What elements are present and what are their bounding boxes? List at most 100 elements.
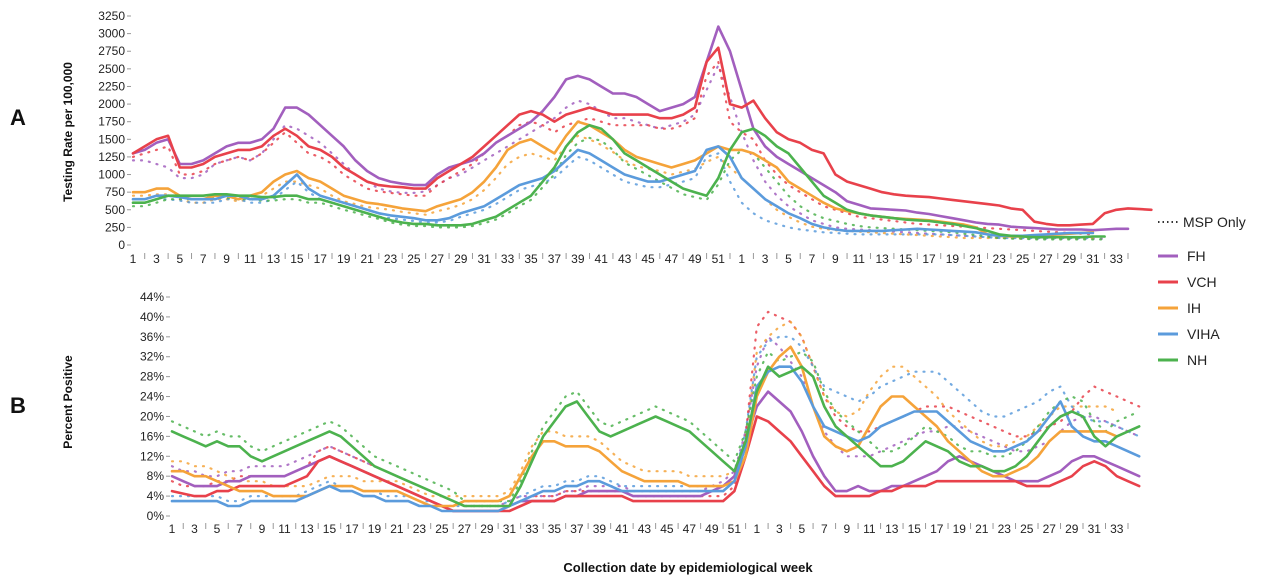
y-tick-label: 28% — [140, 370, 164, 384]
x-tick-label: 19 — [368, 522, 382, 536]
y-tick-label: 8% — [147, 469, 165, 483]
x-tick-label: 21 — [360, 252, 374, 266]
x-tick-label: 25 — [407, 252, 421, 266]
x-tick-label: 47 — [665, 252, 679, 266]
legend-label-nh: NH — [1187, 352, 1207, 368]
x-tick-label: 1 — [754, 522, 761, 536]
series-line-viha-solid — [170, 365, 1141, 513]
y-tick-label: 3250 — [98, 9, 125, 23]
y-tick-label: 2750 — [98, 44, 125, 58]
x-tick-label: 5 — [214, 522, 221, 536]
x-tick-label: 7 — [809, 252, 816, 266]
y-tick-label: 12% — [140, 449, 164, 463]
series-line-vch-solid — [170, 415, 1141, 513]
x-tick-label: 11 — [244, 252, 257, 266]
x-tick-label: 15 — [323, 522, 337, 536]
y-tick-label: 250 — [105, 220, 125, 234]
x-tick-label: 7 — [821, 522, 828, 536]
x-axis-label: Collection date by epidemiological week — [563, 560, 813, 575]
panel-label-b: B — [10, 393, 26, 418]
x-tick-label: 51 — [728, 522, 742, 536]
x-tick-label: 29 — [1063, 252, 1077, 266]
series-line-ih-dotted — [170, 320, 1118, 498]
legend-label-viha: VIHA — [1187, 326, 1220, 342]
x-tick-label: 5 — [798, 522, 805, 536]
legend-label-vch: VCH — [1187, 274, 1217, 290]
x-tick-label: 25 — [435, 522, 449, 536]
y-tick-label: 0% — [147, 509, 165, 523]
series-line-fh-solid — [131, 25, 1130, 232]
x-tick-label: 1 — [169, 522, 176, 536]
x-tick-label: 31 — [1086, 252, 1100, 266]
x-tick-label: 33 — [1110, 252, 1124, 266]
x-tick-label: 7 — [236, 522, 243, 536]
x-tick-label: 11 — [278, 522, 291, 536]
x-tick-label: 23 — [993, 252, 1007, 266]
x-tick-label: 51 — [712, 252, 726, 266]
x-tick-label: 15 — [290, 252, 304, 266]
y-tick-label: 40% — [140, 310, 164, 324]
x-tick-label: 27 — [458, 522, 472, 536]
x-tick-label: 35 — [524, 252, 538, 266]
x-tick-label: 17 — [314, 252, 328, 266]
x-tick-label: 3 — [191, 522, 198, 536]
x-tick-label: 3 — [776, 522, 783, 536]
x-tick-label: 23 — [998, 522, 1012, 536]
x-tick-label: 23 — [413, 522, 427, 536]
x-tick-label: 9 — [843, 522, 850, 536]
x-tick-label: 29 — [1065, 522, 1079, 536]
x-tick-label: 47 — [683, 522, 697, 536]
y-tick-label: 2250 — [98, 79, 125, 93]
x-tick-label: 49 — [688, 252, 702, 266]
y-tick-label: 0 — [118, 238, 125, 252]
y-tick-label: 750 — [105, 185, 125, 199]
x-tick-label: 15 — [899, 252, 913, 266]
series-line-nh-solid — [170, 365, 1141, 508]
x-tick-label: 21 — [390, 522, 404, 536]
x-tick-label: 9 — [832, 252, 839, 266]
y-tick-label: 16% — [140, 429, 164, 443]
x-tick-label: 45 — [660, 522, 674, 536]
x-tick-label: 31 — [477, 252, 491, 266]
y-axis-label-b: Percent Positive — [61, 355, 75, 449]
x-tick-label: 43 — [638, 522, 652, 536]
y-tick-label: 1500 — [98, 132, 125, 146]
x-tick-label: 3 — [762, 252, 769, 266]
x-tick-label: 13 — [885, 522, 899, 536]
x-tick-label: 13 — [267, 252, 281, 266]
x-tick-label: 5 — [176, 252, 183, 266]
series-line-ih-dotted — [131, 134, 1095, 240]
x-tick-label: 27 — [431, 252, 445, 266]
x-tick-label: 29 — [480, 522, 494, 536]
x-tick-label: 3 — [153, 252, 160, 266]
y-tick-label: 20% — [140, 409, 164, 423]
x-tick-label: 27 — [1039, 252, 1053, 266]
x-tick-label: 17 — [922, 252, 936, 266]
panel-a-testing-rate-chart: Testing Rate per 100,000 0 250 500 750 1000 1… — [61, 9, 1153, 266]
x-tick-label: 25 — [1020, 522, 1034, 536]
y-tick-label: 1250 — [98, 150, 125, 164]
x-tick-label: 1 — [130, 252, 137, 266]
y-tick-label: 3000 — [98, 27, 125, 41]
panel-b-percent-positive-chart: Percent Positive 0%4%8%12%16%20%24%28%32… — [61, 290, 1141, 536]
y-tick-label: 24% — [140, 390, 164, 404]
x-tick-label: 39 — [593, 522, 607, 536]
legend-label-fh: FH — [1187, 248, 1206, 264]
x-tick-label: 31 — [503, 522, 517, 536]
x-tick-label: 33 — [1110, 522, 1124, 536]
x-tick-label: 13 — [300, 522, 314, 536]
x-tick-label: 45 — [641, 252, 655, 266]
series-line-vch-solid — [131, 46, 1153, 227]
series-line-nh-dotted — [170, 350, 1141, 503]
x-tick-label: 39 — [571, 252, 585, 266]
x-tick-label: 35 — [548, 522, 562, 536]
y-tick-label: 36% — [140, 330, 164, 344]
legend-msp-label: MSP Only — [1183, 214, 1246, 230]
x-tick-label: 5 — [785, 252, 792, 266]
series-line-vch-dotted — [131, 60, 1095, 236]
x-tick-label: 29 — [454, 252, 468, 266]
x-tick-label: 27 — [1043, 522, 1057, 536]
y-tick-label: 2500 — [98, 62, 125, 76]
panel-label-a: A — [10, 105, 26, 130]
